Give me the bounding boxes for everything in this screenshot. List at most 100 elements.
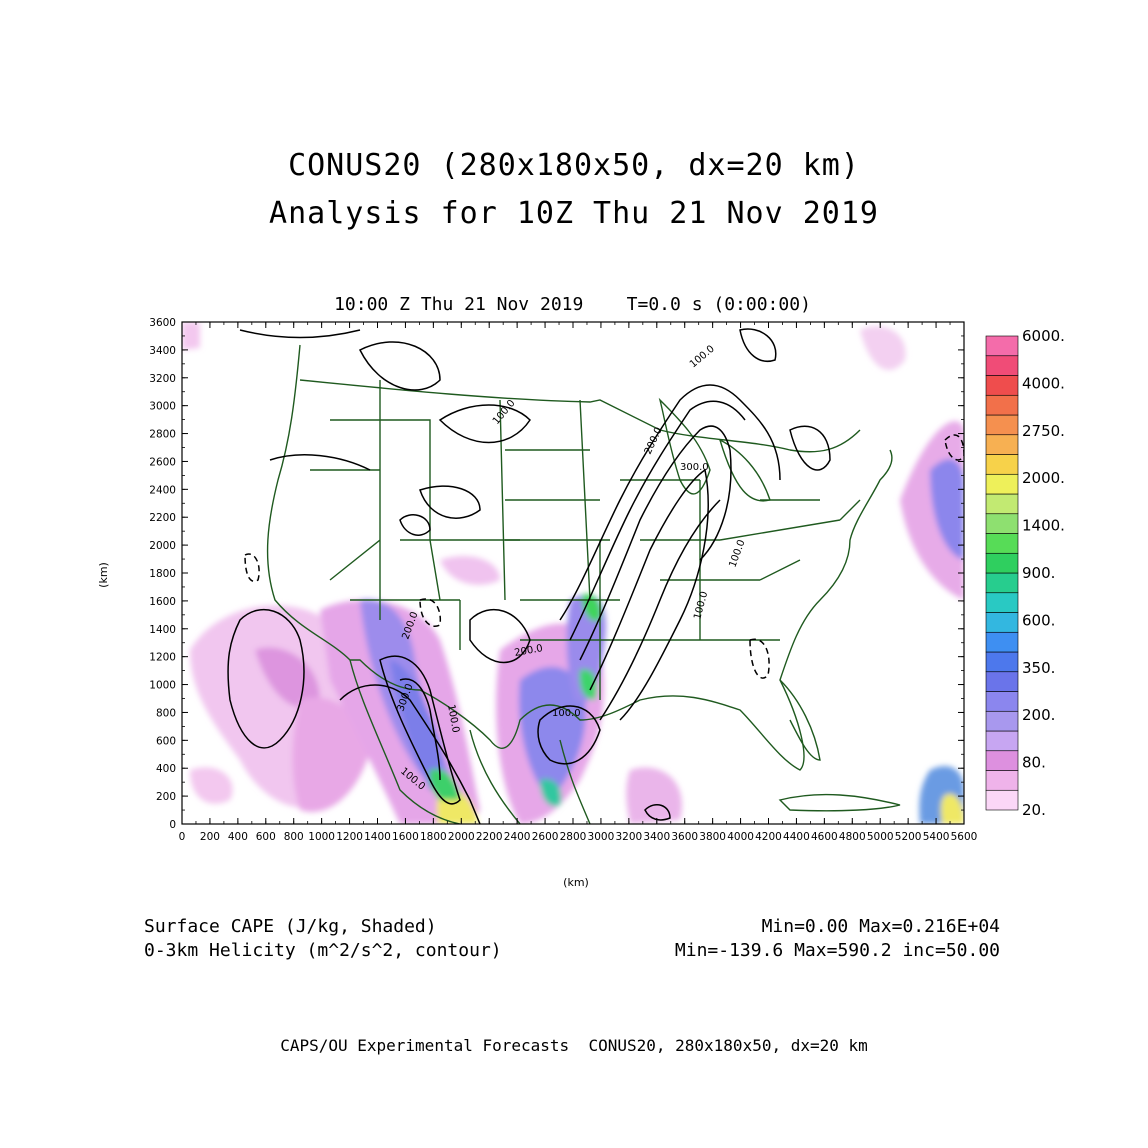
x-tick-label: 200 xyxy=(200,831,220,843)
colorbar-swatch xyxy=(985,572,1019,594)
y-tick-label: 3400 xyxy=(149,345,176,357)
cape-region-gulf-green xyxy=(579,669,597,700)
map-boundaries xyxy=(266,344,901,824)
x-tick-label: 1400 xyxy=(364,831,391,843)
florida-outline xyxy=(779,679,821,761)
legend-contour-range: Min=-139.6 Max=590.2 inc=50.00 xyxy=(674,940,1000,961)
cape-region-texas-green xyxy=(540,779,562,807)
colorbar-label: 1400. xyxy=(1022,517,1065,535)
x-axis-label: (km) xyxy=(563,876,589,889)
colorbar xyxy=(985,335,1019,811)
colorbar-swatch xyxy=(985,493,1019,515)
contour-front-1 xyxy=(559,384,781,621)
y-tick-label: 1800 xyxy=(149,568,176,580)
contour-north xyxy=(239,329,531,444)
colorbar-swatch xyxy=(985,651,1019,673)
contour-west-neg xyxy=(244,553,260,582)
x-tick-label: 1200 xyxy=(336,831,363,843)
y-tick-label: 1200 xyxy=(149,652,176,664)
legend-contour-field: 0-3km Helicity (m^2/s^2, contour) xyxy=(144,940,502,961)
title-line-1: CONUS20 (280x180x50, dx=20 km) xyxy=(288,148,860,183)
colorbar-label: 4000. xyxy=(1022,374,1065,392)
colorbar-swatch xyxy=(985,454,1019,475)
x-tick-label: 5600 xyxy=(951,831,978,843)
contour-rockies xyxy=(269,454,481,536)
y-tick-label: 2400 xyxy=(149,484,176,496)
canada-border xyxy=(299,379,861,453)
cape-region-atlantic-core xyxy=(930,459,964,560)
cape-region-louisiana-green xyxy=(582,594,601,622)
x-tick-label: 1000 xyxy=(308,831,335,843)
colorbar-label: 200. xyxy=(1022,706,1055,724)
colorbar-swatch xyxy=(985,533,1019,554)
contour-texas xyxy=(469,609,531,664)
colorbar-swatch xyxy=(985,375,1019,396)
y-tick-label: 2800 xyxy=(149,429,176,441)
cape-region-baja xyxy=(292,697,370,812)
contour-atlantic-neg xyxy=(944,434,964,461)
cape-region-mexico-plateau xyxy=(390,660,442,790)
colorbar-swatch xyxy=(985,789,1019,811)
x-tick-label: 3000 xyxy=(588,831,615,843)
x-tick-label: 800 xyxy=(284,831,304,843)
y-tick-label: 1000 xyxy=(149,680,176,692)
colorbar-label: 20. xyxy=(1022,801,1046,819)
contour-florida-neg xyxy=(749,638,770,679)
y-tick-label: 3000 xyxy=(149,401,176,413)
colorbar-label: 600. xyxy=(1022,611,1055,629)
colorbar-swatch xyxy=(985,730,1019,752)
x-tick-label: 4400 xyxy=(783,831,810,843)
x-tick-label: 4600 xyxy=(811,831,838,843)
colorbar-labels: 20. 80. 200. 350. 600. 900. 1400. 2000. 2750. 400… xyxy=(1022,327,1065,819)
x-tick-label: 5200 xyxy=(895,831,922,843)
y-axis-tick-labels: 0 200 400 600 800 1000 1200 1400 1600 1800 2000 220… xyxy=(149,317,176,831)
state-lines-west xyxy=(310,380,520,650)
contour-caribbean xyxy=(644,803,671,821)
cape-region-south-pacific xyxy=(190,767,233,804)
helicity-contours xyxy=(227,328,964,824)
y-tick-label: 600 xyxy=(156,735,176,747)
us-coastline xyxy=(266,344,893,771)
x-tick-label: 4000 xyxy=(727,831,754,843)
contour-front-5 xyxy=(599,499,721,721)
x-tick-label: 2600 xyxy=(532,831,559,843)
colorbar-swatch xyxy=(985,691,1019,712)
y-tick-label: 2000 xyxy=(149,540,176,552)
valid-time-label: 10:00 Z Thu 21 Nov 2019 T=0.0 s (0:00:00… xyxy=(334,294,811,315)
x-tick-label: 600 xyxy=(256,831,276,843)
x-tick-label: 2800 xyxy=(560,831,587,843)
x-tick-label: 400 xyxy=(228,831,248,843)
colorbar-label: 350. xyxy=(1022,659,1055,677)
colorbar-label: 6000. xyxy=(1022,327,1065,345)
contour-label: 100.0 xyxy=(552,708,581,719)
colorbar-swatch xyxy=(985,612,1019,633)
contour-label: 300.0 xyxy=(680,462,709,473)
x-tick-label: 0 xyxy=(179,831,186,843)
mexico-outline xyxy=(349,659,591,824)
contour-mexico-2 xyxy=(399,678,441,781)
cuba-outline xyxy=(778,793,901,812)
cape-shading xyxy=(182,322,964,824)
x-tick-label: 5400 xyxy=(923,831,950,843)
colorbar-label: 900. xyxy=(1022,564,1055,582)
contour-label: 100.0 xyxy=(692,590,710,621)
x-tick-label: 3600 xyxy=(671,831,698,843)
cape-region-texas-core xyxy=(519,666,586,800)
contour-baja xyxy=(227,609,305,749)
contour-label: 100.0 xyxy=(688,343,717,370)
contour-label: 200.0 xyxy=(643,426,665,457)
cape-region-caribbean xyxy=(626,767,682,824)
axis-ticks xyxy=(181,321,965,825)
colorbar-swatch xyxy=(985,592,1019,613)
x-axis-tick-labels: 0 200 400 600 800 1000 1200 1400 1600 1800 2000 220… xyxy=(179,831,978,843)
colorbar-swatch xyxy=(985,473,1019,495)
colorbar-label: 2000. xyxy=(1022,469,1065,487)
y-tick-label: 1400 xyxy=(149,624,176,636)
contour-label: 200.0 xyxy=(514,643,544,659)
x-tick-label: 1800 xyxy=(420,831,447,843)
x-tick-label: 3200 xyxy=(615,831,642,843)
title-line-2: Analysis for 10Z Thu 21 Nov 2019 xyxy=(269,196,879,231)
colorbar-swatch xyxy=(985,631,1019,653)
colorbar-label: 80. xyxy=(1022,754,1046,772)
colorbar-swatch xyxy=(985,513,1019,534)
